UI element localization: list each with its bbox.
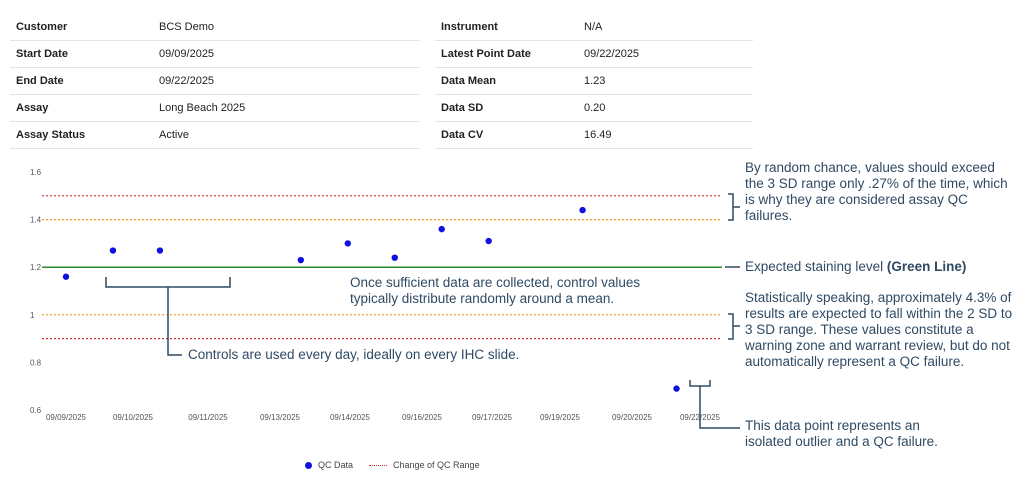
info-key: Data Mean <box>435 67 578 95</box>
y-tick-label: 1.2 <box>30 263 42 272</box>
info-value: N/A <box>578 14 753 41</box>
info-value: BCS Demo <box>153 14 420 41</box>
annotation-expected-bold: (Green Line) <box>886 259 967 274</box>
annotation-distribution: Once sufficient data are collected, cont… <box>350 275 641 306</box>
outlier-connector <box>689 380 740 429</box>
qc-data-point <box>344 240 351 247</box>
controls-bracket <box>105 277 231 288</box>
info-value: 09/09/2025 <box>153 40 420 68</box>
annotation-controls: Controls are used every day, ideally on … <box>188 347 520 362</box>
info-key: Assay <box>10 94 153 122</box>
annotation-expected-level: Expected staining level (Green Line) <box>745 259 1015 275</box>
qc-data-point <box>391 254 398 261</box>
qc-data-point <box>579 206 586 214</box>
x-tick-label: 09/20/2025 <box>612 413 653 422</box>
info-key: End Date <box>10 67 153 95</box>
info-value: 16.49 <box>578 121 753 149</box>
info-row: Data CV 16.49 <box>435 121 753 149</box>
qc-data-point <box>673 385 680 392</box>
info-row: Start Date 09/09/2025 <box>10 40 420 68</box>
y-tick-label: 1.6 <box>30 168 42 177</box>
legend-qc-range: Change of QC Range <box>393 460 480 470</box>
controls-connector <box>167 287 182 356</box>
x-tick-label: 09/19/2025 <box>540 413 581 422</box>
annotation-expected-text: Expected staining level <box>745 259 887 274</box>
y-tick-label: 1.4 <box>30 216 42 225</box>
info-key: Latest Point Date <box>435 40 578 68</box>
x-tick-label: 09/17/2025 <box>472 413 513 422</box>
legend-dash-marker <box>369 464 388 466</box>
x-tick-label: 09/13/2025 <box>260 413 301 422</box>
info-row: Latest Point Date 09/22/2025 <box>435 40 753 68</box>
info-key: Data CV <box>435 121 578 149</box>
info-value: 09/22/2025 <box>153 67 420 95</box>
y-tick-label: 0.8 <box>30 358 42 367</box>
x-tick-label: 09/10/2025 <box>113 413 154 422</box>
info-table-left: Customer BCS Demo Start Date 09/09/2025 End … <box>10 14 420 149</box>
legend-qc-data: QC Data <box>318 460 354 470</box>
info-value: 09/22/2025 <box>578 40 753 68</box>
info-table-right: Instrument N/A Latest Point Date 09/22/2025… <box>435 14 753 149</box>
info-row: Data Mean 1.23 <box>435 67 753 95</box>
info-key: Assay Status <box>10 121 153 149</box>
annotation-3sd: By random chance, values should exceed t… <box>745 160 1008 223</box>
y-tick-label: 1 <box>30 311 35 320</box>
info-key: Start Date <box>10 40 153 68</box>
info-value: Long Beach 2025 <box>153 94 420 122</box>
qc-data-point <box>109 247 117 254</box>
info-row: Instrument N/A <box>435 14 753 41</box>
info-row: Assay Status Active <box>10 121 420 149</box>
info-value: 1.23 <box>578 67 753 95</box>
annotation-2sd-3sd: Statistically speaking, approximately 4.… <box>745 290 1013 369</box>
chart-legend: QC Data Change of QC Range <box>305 460 480 470</box>
qc-data-point <box>62 273 70 280</box>
qc-data-point <box>438 225 445 233</box>
info-key: Instrument <box>435 14 578 41</box>
annotation-outlier: This data point represents an isolated o… <box>745 418 938 449</box>
x-tick-label: 09/11/2025 <box>188 413 228 422</box>
brace-3sd <box>728 193 740 221</box>
info-key: Data SD <box>435 94 578 122</box>
info-key: Customer <box>10 14 153 41</box>
info-value: 0.20 <box>578 94 753 122</box>
info-row: Assay Long Beach 2025 <box>10 94 420 122</box>
qc-data-point <box>156 247 164 254</box>
x-tick-label: 09/16/2025 <box>402 413 443 422</box>
qc-data-point <box>297 256 305 264</box>
qc-data-point <box>485 237 492 245</box>
info-value: Active <box>153 121 420 149</box>
brace-2sd-3sd <box>728 313 740 340</box>
info-row: End Date 09/22/2025 <box>10 67 420 95</box>
x-tick-label: 09/14/2025 <box>330 413 371 422</box>
info-row: Customer BCS Demo <box>10 14 420 41</box>
info-row: Data SD 0.20 <box>435 94 753 122</box>
legend-dot-marker <box>305 461 312 469</box>
x-tick-label: 09/09/2025 <box>46 413 87 422</box>
y-tick-label: 0.6 <box>30 406 42 415</box>
